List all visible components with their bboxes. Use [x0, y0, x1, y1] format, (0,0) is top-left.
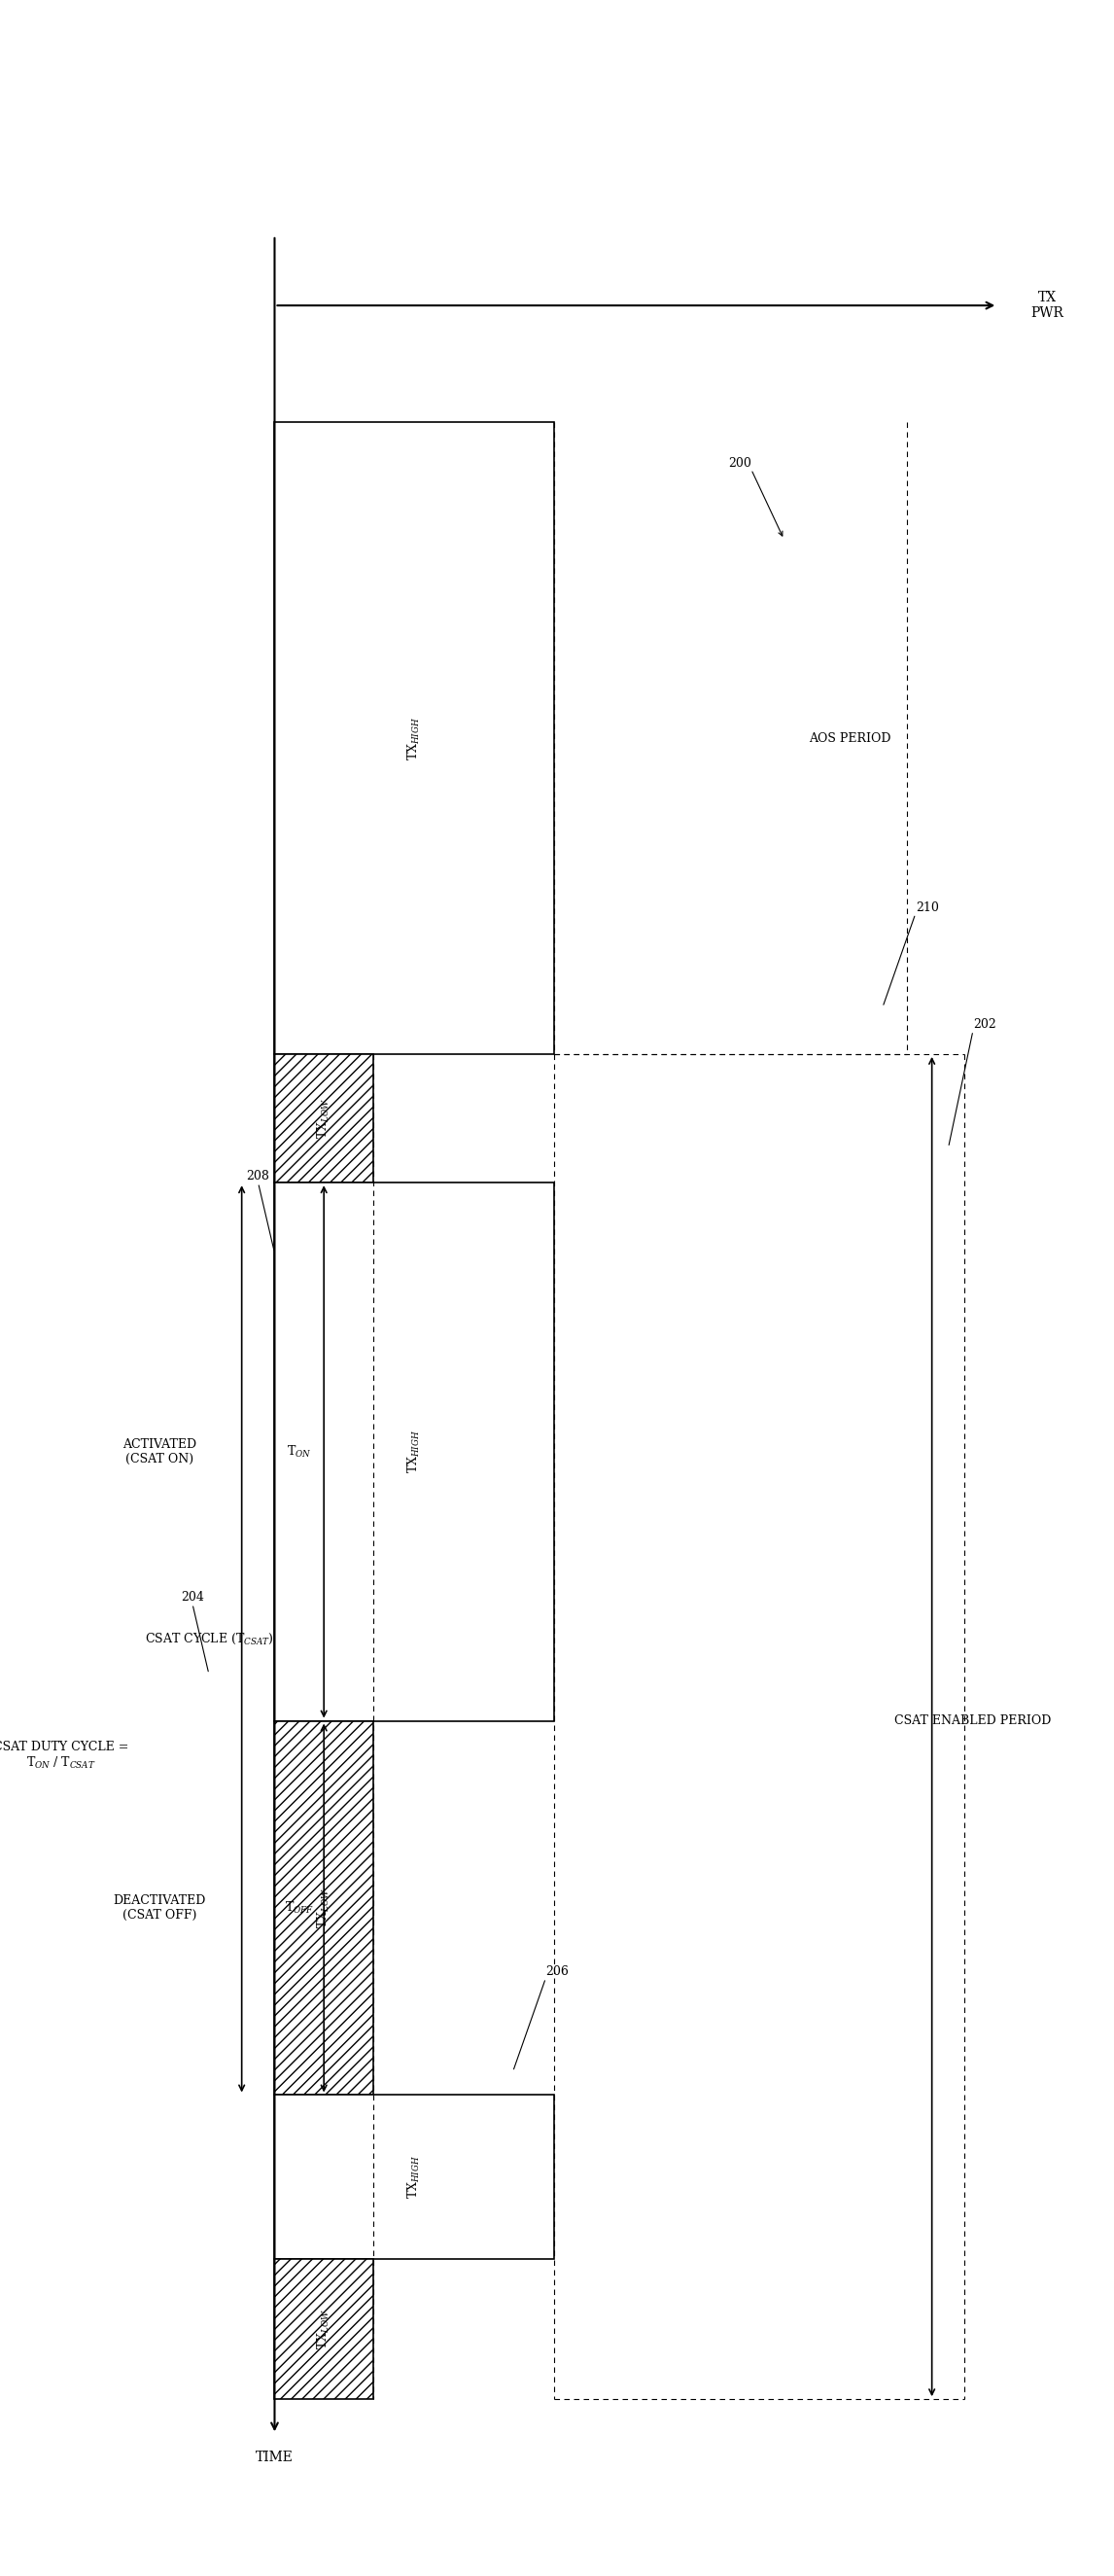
Text: 206: 206 [546, 1965, 569, 1978]
Text: TX$_{HIGH}$: TX$_{HIGH}$ [407, 716, 422, 760]
Bar [274, 1182, 554, 1721]
Text: TIME: TIME [256, 2450, 293, 2465]
Bar [274, 1054, 373, 1182]
Text: TX
PWR: TX PWR [1030, 291, 1064, 319]
Text: TX$_{HIGH}$: TX$_{HIGH}$ [407, 1430, 422, 1473]
Text: ACTIVATED
(CSAT ON): ACTIVATED (CSAT ON) [123, 1437, 196, 1466]
Bar [274, 2094, 554, 2259]
Bar [274, 422, 554, 1054]
Text: CSAT ENABLED PERIOD: CSAT ENABLED PERIOD [895, 1713, 1052, 1726]
Bar [274, 1721, 373, 2094]
Text: T$_{OFF}$: T$_{OFF}$ [285, 1901, 314, 1917]
Text: CSAT CYCLE (T$_{CSAT}$): CSAT CYCLE (T$_{CSAT}$) [145, 1631, 273, 1646]
Text: 210: 210 [916, 902, 939, 914]
Text: 200: 200 [727, 456, 751, 469]
Bar [274, 2259, 373, 2398]
Text: DEACTIVATED
(CSAT OFF): DEACTIVATED (CSAT OFF) [114, 1893, 206, 1922]
Text: TX$_{LOW}$: TX$_{LOW}$ [316, 1888, 332, 1929]
Text: TX$_{LOW}$: TX$_{LOW}$ [316, 2308, 332, 2349]
Text: T$_{ON}$: T$_{ON}$ [286, 1445, 312, 1461]
Text: 204: 204 [180, 1592, 204, 1605]
Text: 208: 208 [246, 1170, 270, 1182]
Text: TX$_{LOW}$: TX$_{LOW}$ [316, 1097, 332, 1139]
Text: 202: 202 [973, 1018, 996, 1030]
Text: AOS PERIOD: AOS PERIOD [809, 732, 891, 744]
Text: TX$_{HIGH}$: TX$_{HIGH}$ [407, 2156, 422, 2200]
Text: CSAT DUTY CYCLE =
T$_{ON}$ / T$_{CSAT}$: CSAT DUTY CYCLE = T$_{ON}$ / T$_{CSAT}$ [0, 1741, 129, 1772]
